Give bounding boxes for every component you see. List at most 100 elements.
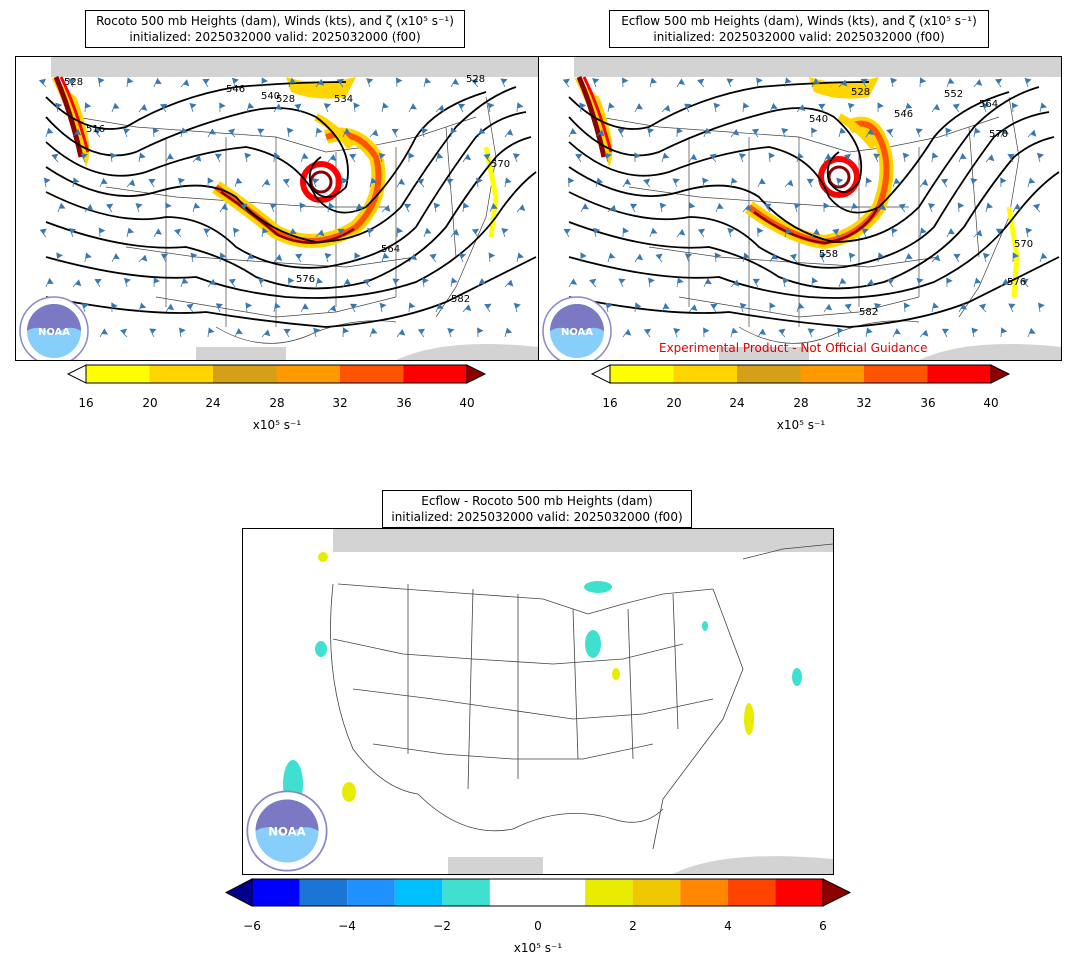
colorbar-swatch [775, 879, 823, 906]
wind-barb [1008, 303, 1016, 313]
wind-barb [126, 179, 136, 188]
wind-barb [202, 78, 210, 88]
wind-barb [417, 328, 426, 338]
wind-barb [659, 202, 667, 213]
wind-barb [973, 277, 982, 288]
colorbar-under-arrow [590, 364, 611, 384]
wind-barb [580, 203, 589, 213]
wind-barb [697, 228, 706, 238]
wind-barb [477, 327, 484, 338]
wind-barb [726, 78, 734, 88]
wind-barb [919, 179, 929, 188]
wind-barb [703, 127, 712, 138]
wind-barb [1000, 177, 1007, 188]
wind-barb [234, 177, 243, 188]
map-ecflow: 528 540 552 564 570 546 558 582 570 576 … [538, 56, 1062, 361]
wind-barb [126, 227, 135, 238]
wind-barb [1032, 203, 1041, 213]
wind-barb [958, 152, 967, 163]
wind-barb [177, 177, 186, 188]
wind-barb [315, 127, 323, 138]
wind-barb [261, 178, 271, 188]
wind-barb [1024, 77, 1032, 88]
wind-barb [1039, 102, 1048, 113]
wind-barb [219, 252, 227, 263]
wind-barb [848, 252, 856, 263]
wind-barb [931, 254, 941, 263]
wind-barb [450, 277, 458, 288]
wind-barb [435, 152, 444, 163]
wind-barb [173, 228, 182, 238]
wind-barb [471, 78, 479, 88]
panel-rocoto: Rocoto 500 mb Heights (dam), Winds (kts)… [0, 0, 539, 440]
wind-barb [327, 202, 335, 213]
wind-barb [710, 303, 718, 313]
wind-barb [865, 177, 873, 188]
wind-barb [180, 79, 190, 88]
wind-barb [730, 327, 739, 338]
colorbar-swatch [394, 879, 443, 906]
wind-barb [516, 102, 524, 113]
wind-barb [273, 254, 283, 263]
wind-barb [56, 252, 64, 263]
wind-barb [902, 152, 910, 163]
wind-barb [672, 178, 680, 188]
wind-barb [957, 202, 965, 213]
wind-barb [1027, 177, 1036, 188]
wind-barb [688, 153, 698, 163]
wind-barb [349, 303, 358, 313]
wind-barb [483, 153, 491, 163]
wind-barb [844, 303, 852, 313]
wind-barb [45, 127, 54, 138]
wind-barb [832, 228, 840, 238]
wind-barb [714, 252, 722, 263]
wind-barb [634, 302, 642, 313]
wind-barb [634, 152, 641, 163]
title-line2: initialized: 2025032000 valid: 202503200… [129, 30, 421, 44]
panel-difference: Ecflow - Rocoto 500 mb Heights (dam) ini… [0, 480, 1076, 974]
wind-barb [257, 128, 265, 138]
wind-barb [1025, 227, 1033, 238]
wind-barb [423, 227, 432, 238]
wind-barb [575, 153, 583, 163]
wind-barb [516, 252, 524, 263]
wind-barb [288, 227, 297, 238]
colorbar-tick: −2 [433, 919, 451, 933]
wind-barb [1000, 278, 1010, 288]
wind-barb [80, 153, 88, 163]
wind-barb [727, 228, 735, 238]
wind-barb [568, 278, 578, 288]
wind-barb [648, 277, 655, 288]
svg-text:NOAA: NOAA [268, 825, 305, 839]
wind-barb [471, 228, 480, 238]
wind-barb [676, 127, 684, 138]
colorbar-tick: 2 [629, 919, 637, 933]
wind-barb [462, 153, 472, 163]
wind-barb [192, 154, 202, 163]
wind-barb [68, 78, 76, 88]
wind-barb [580, 252, 587, 263]
wind-barb [149, 328, 157, 338]
wind-barb [435, 104, 445, 113]
wind-barb [647, 127, 655, 138]
wind-barb [57, 202, 66, 213]
wind-barb [126, 77, 134, 88]
wind-barb [423, 77, 432, 88]
wind-barb [1021, 278, 1029, 288]
wind-barb [789, 253, 798, 263]
wind-barb [261, 329, 271, 338]
colorbar-swatch [537, 879, 586, 906]
colorbar-tick: 24 [729, 396, 745, 410]
wind-barb [396, 227, 404, 238]
wind-barb [730, 128, 740, 138]
colorbar-tick: −4 [338, 919, 356, 933]
colorbar-swatches [590, 364, 1011, 384]
wind-barb [850, 202, 859, 213]
colorbar-swatch [680, 879, 728, 906]
wind-barb [337, 228, 345, 238]
colorbar-swatch [299, 879, 348, 906]
wind-barb [793, 202, 801, 213]
wind-barb [730, 279, 740, 288]
wind-barb [315, 229, 325, 238]
wind-barb [742, 204, 752, 213]
